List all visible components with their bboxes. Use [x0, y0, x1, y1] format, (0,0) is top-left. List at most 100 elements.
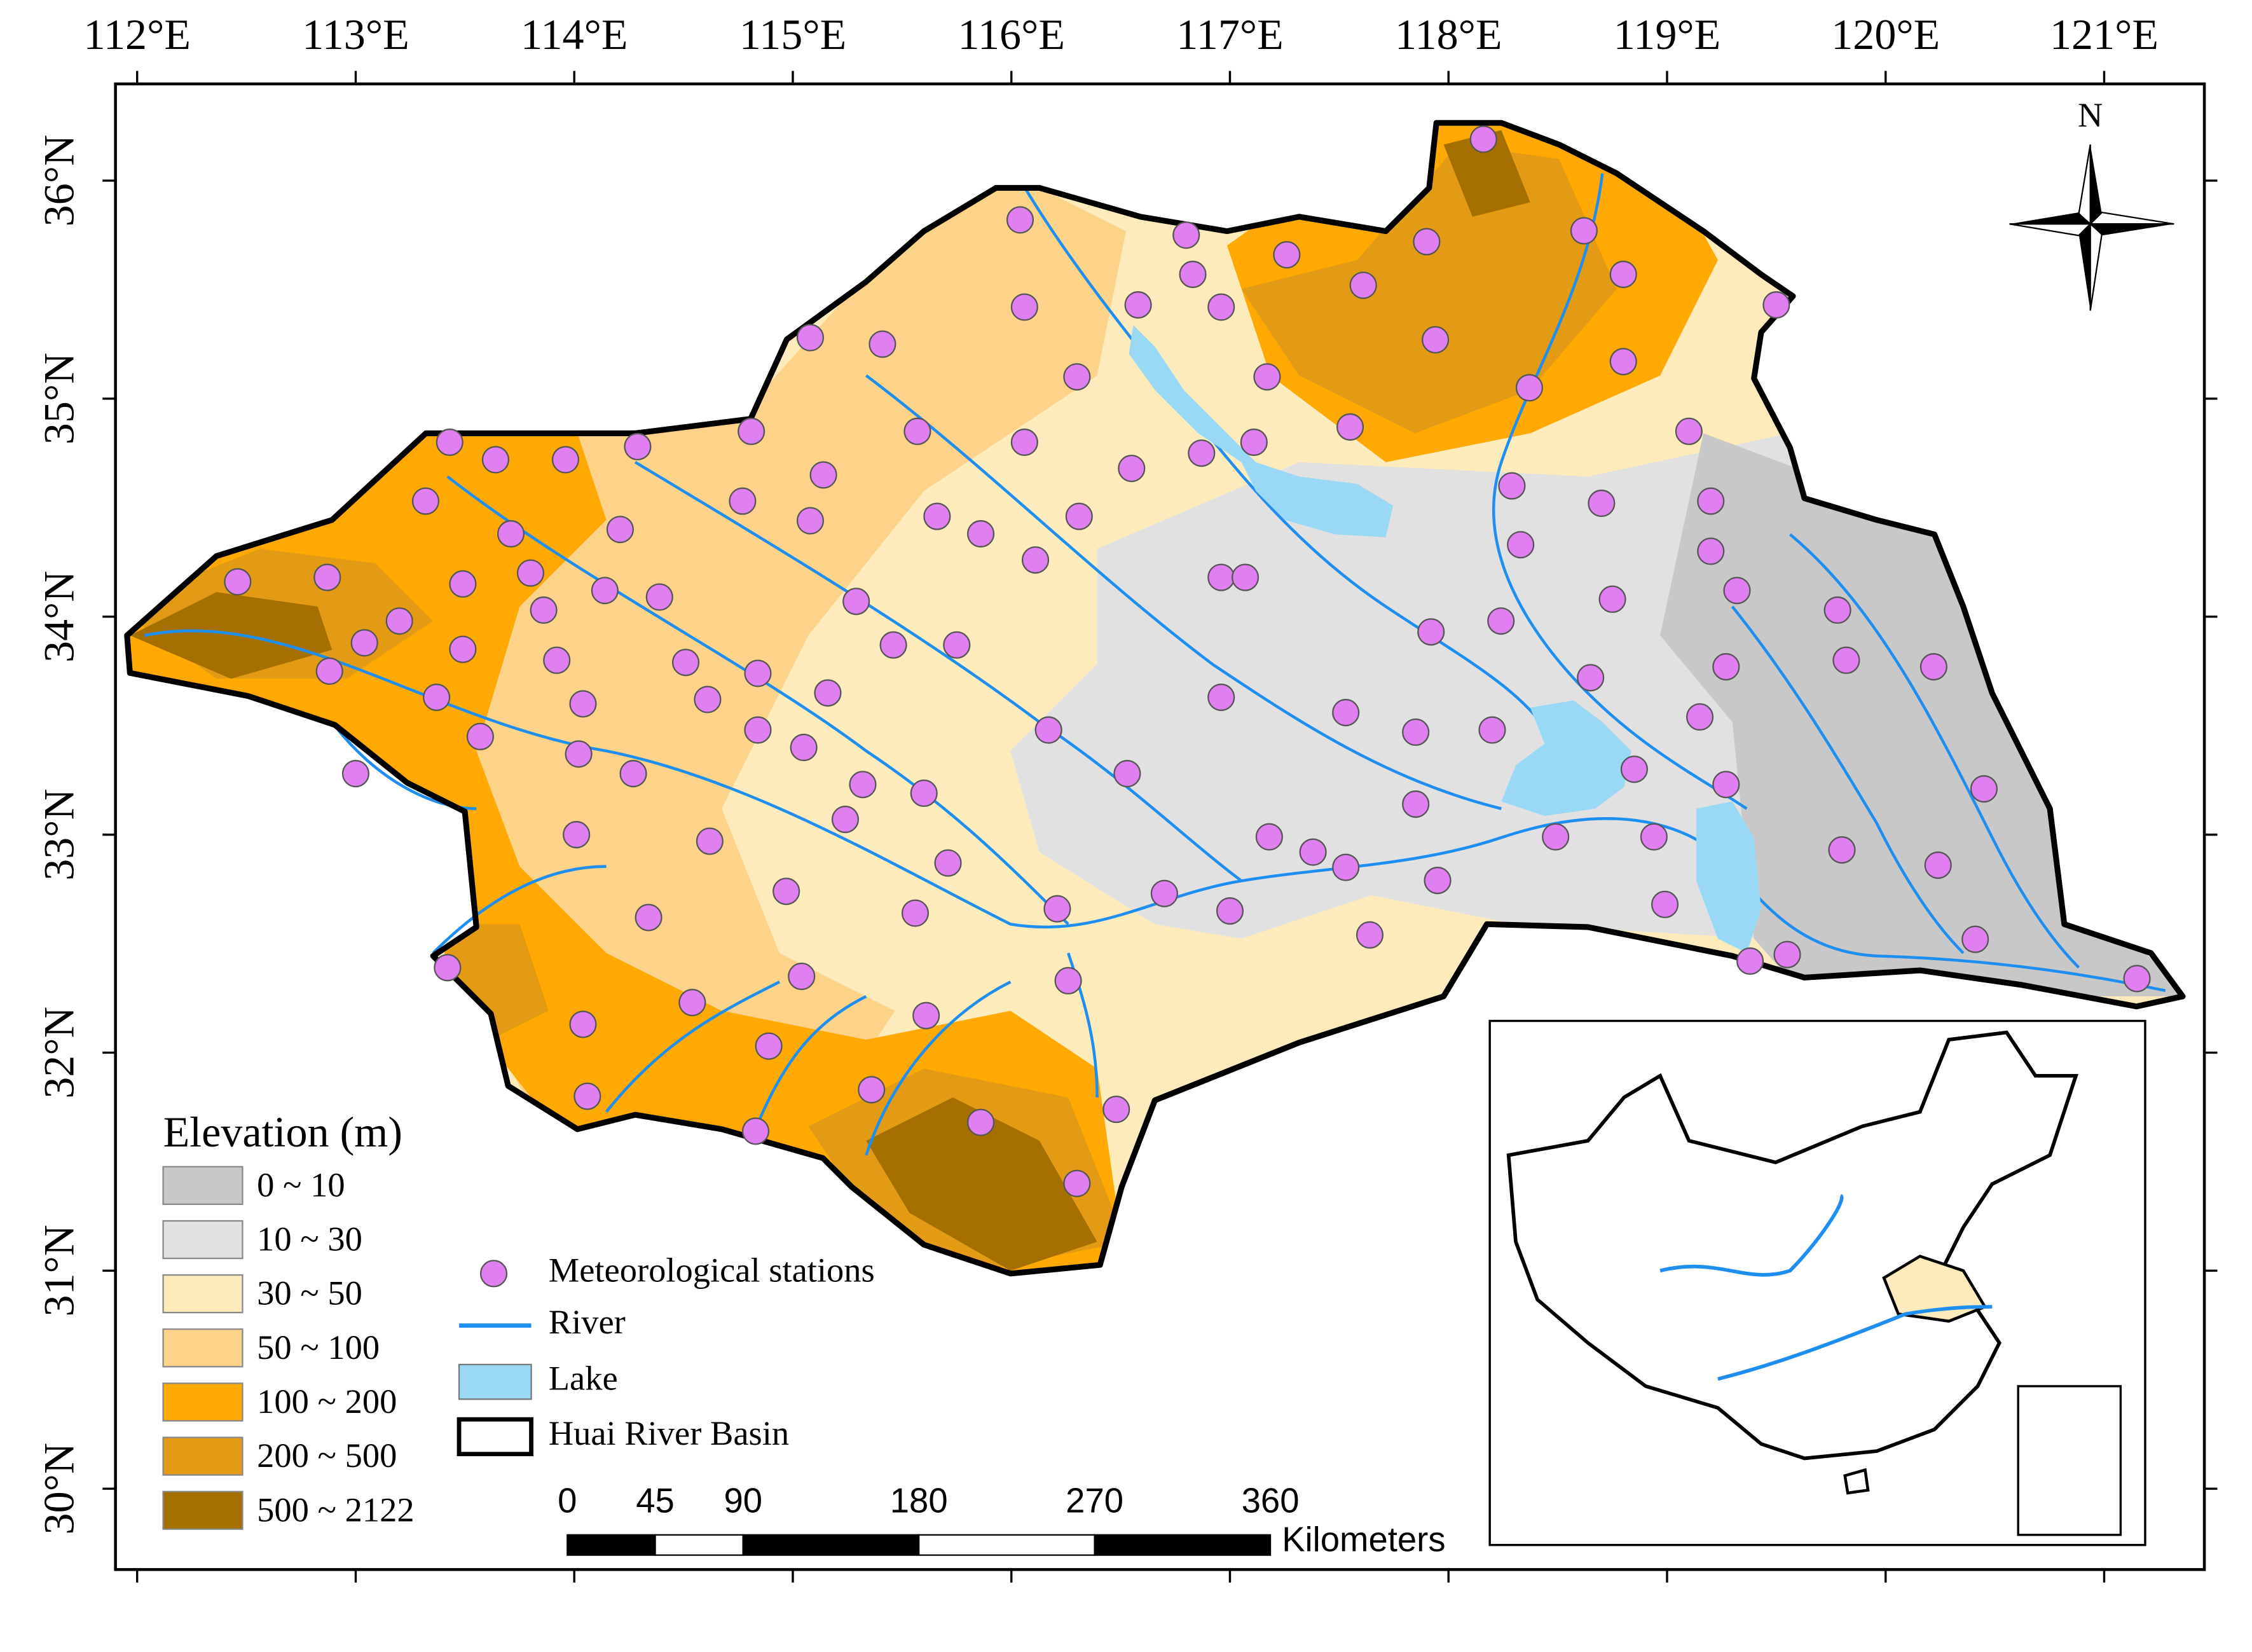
station: [934, 849, 962, 877]
station: [901, 899, 930, 927]
station: [481, 446, 510, 474]
legend-swatch: [162, 1328, 244, 1368]
station: [744, 659, 772, 687]
station: [436, 428, 463, 457]
station: [449, 635, 477, 663]
station: [967, 1108, 995, 1136]
legend-station-symbol: [479, 1260, 508, 1288]
station: [1402, 790, 1430, 818]
station: [1102, 1096, 1130, 1124]
station: [619, 760, 647, 788]
river: [1731, 605, 1965, 954]
legend-label: Huai River Basin: [549, 1414, 789, 1452]
station: [606, 516, 634, 544]
station: [842, 588, 870, 616]
station: [903, 417, 931, 445]
legend-label: 10 ~ 30: [257, 1220, 362, 1258]
station: [423, 684, 451, 712]
scale-label: 45: [636, 1481, 675, 1520]
station: [1054, 967, 1082, 995]
legend-label: 500 ~ 2122: [257, 1490, 414, 1529]
station: [530, 596, 558, 624]
station: [1402, 718, 1430, 747]
north-label: N: [2078, 95, 2103, 134]
station: [1207, 563, 1235, 591]
lon-tick-label: 116°E: [958, 10, 1064, 59]
station: [772, 878, 800, 905]
scale-label: 0: [558, 1481, 577, 1520]
station: [350, 629, 378, 657]
scale-label: 360: [1242, 1481, 1300, 1520]
lake: [1129, 325, 1394, 537]
legend-swatch: [162, 1220, 244, 1260]
lon-tick-label: 113°E: [302, 10, 409, 59]
station: [741, 1117, 770, 1145]
station: [831, 806, 860, 834]
china-outline: [1506, 1030, 2078, 1461]
station: [814, 679, 842, 707]
scale-segment: [918, 1534, 1095, 1556]
station: [1651, 890, 1679, 918]
legend-swatch: [162, 1490, 244, 1530]
station: [1356, 921, 1384, 949]
station: [1253, 363, 1281, 391]
station: [729, 487, 757, 515]
lat-tick-label: 31°N: [35, 1225, 83, 1317]
station: [796, 507, 825, 535]
station: [858, 1076, 886, 1104]
station: [1828, 836, 1856, 864]
legend-label: 30 ~ 50: [257, 1274, 362, 1312]
station: [1021, 546, 1050, 574]
station: [313, 563, 341, 591]
elevation-10-30: [1010, 433, 1819, 939]
station: [1207, 293, 1235, 321]
lon-tick-label: 114°E: [521, 10, 628, 59]
lon-tick-label: 118°E: [1395, 10, 1502, 59]
station: [1063, 1169, 1091, 1197]
station: [466, 722, 494, 750]
station: [1598, 585, 1626, 613]
legend-basin-symbol: [457, 1417, 533, 1457]
lakes: [1129, 325, 1762, 953]
river: [446, 475, 1069, 926]
station: [1924, 851, 1952, 879]
lon-tick-label: 112°E: [83, 10, 190, 59]
station: [1507, 531, 1535, 559]
station: [1336, 413, 1364, 441]
station: [1240, 428, 1268, 457]
river: [605, 953, 1099, 1156]
station: [1006, 206, 1034, 234]
station: [1034, 716, 1062, 744]
inset-map: [1488, 1019, 2146, 1546]
station: [569, 1010, 597, 1038]
scale-segment: [566, 1534, 656, 1556]
inset-rivers: [1659, 1194, 1993, 1381]
station: [738, 417, 766, 445]
scale-unit: Kilometers: [1282, 1520, 1445, 1559]
station: [1640, 823, 1668, 851]
legend-label: 200 ~ 500: [257, 1436, 397, 1475]
station: [1542, 823, 1570, 851]
station: [678, 989, 706, 1017]
station: [543, 646, 571, 674]
station: [1697, 537, 1725, 565]
station: [1697, 487, 1725, 515]
station: [1736, 947, 1764, 975]
station: [1515, 374, 1543, 402]
station: [809, 461, 837, 489]
station: [755, 1032, 783, 1060]
station: [1823, 596, 1851, 624]
station: [551, 446, 580, 474]
station: [1469, 125, 1497, 153]
legend-label: 50 ~ 100: [257, 1328, 380, 1366]
station: [1577, 664, 1605, 692]
station: [912, 1002, 940, 1029]
south-china-sea-box: [2017, 1385, 2122, 1536]
river: [1789, 533, 2080, 969]
station: [790, 733, 818, 762]
station: [1675, 417, 1703, 445]
station: [1478, 716, 1506, 744]
scale-label: 90: [724, 1481, 762, 1520]
